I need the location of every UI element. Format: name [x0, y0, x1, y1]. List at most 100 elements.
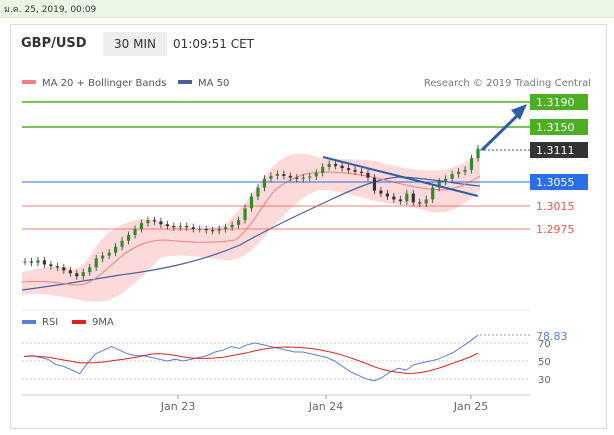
- candle-body: [68, 270, 72, 274]
- candle-body: [398, 199, 402, 202]
- ma50-legend-label: MA 50: [198, 78, 229, 89]
- rsi-tick-30: 30: [538, 375, 551, 386]
- ma50-legend-swatch: [178, 80, 192, 84]
- candle-body: [172, 226, 176, 228]
- price-label-current: 1.3111: [530, 142, 588, 158]
- candle-body: [120, 240, 124, 247]
- svg-text:1.3111: 1.3111: [536, 144, 575, 157]
- candle-body: [366, 172, 370, 178]
- ma20-line: [21, 171, 481, 286]
- candle-body: [372, 177, 377, 191]
- timeframe-button[interactable]: 30 MIN: [103, 32, 167, 56]
- candle-body: [224, 227, 228, 229]
- rsi-legend-swatch: [22, 320, 36, 324]
- candle-body: [340, 165, 344, 169]
- chart-time: 01:09:51 CET: [173, 37, 254, 51]
- candle-body: [269, 175, 273, 179]
- candle-body: [29, 261, 34, 263]
- price-label-4: 1.3055: [530, 174, 588, 190]
- candle-body: [411, 193, 415, 203]
- candle-body: [424, 199, 428, 204]
- trend-line: [322, 156, 479, 197]
- x-label-jan24: Jan 24: [308, 400, 343, 413]
- rsi-ma-line: [23, 346, 479, 374]
- candle-body: [385, 193, 389, 197]
- candle-body: [204, 229, 208, 231]
- candle-body: [159, 221, 163, 225]
- candle-body: [191, 227, 195, 229]
- rsi-ma-legend-swatch: [72, 320, 86, 324]
- candle-body: [327, 164, 331, 167]
- candle-body: [88, 267, 92, 273]
- candle-body: [249, 196, 254, 209]
- candle-body: [418, 202, 422, 204]
- candle-body: [152, 220, 157, 222]
- candle-body: [94, 258, 98, 268]
- candle-body: [405, 193, 409, 202]
- candle-body: [456, 171, 461, 175]
- candle-body: [392, 196, 396, 200]
- candle-body: [81, 272, 85, 277]
- candle-body: [334, 164, 338, 166]
- ma20-legend-label: MA 20 + Bollinger Bands: [42, 78, 166, 89]
- x-label-jan23: Jan 23: [160, 400, 195, 413]
- candle-body: [295, 177, 299, 179]
- candle-body: [139, 223, 144, 229]
- candle-body: [275, 174, 279, 176]
- candle-body: [198, 229, 202, 230]
- candle-body: [243, 208, 247, 221]
- candle-body: [185, 226, 189, 228]
- candle-body: [379, 190, 383, 194]
- candle-body: [353, 169, 357, 172]
- candle-body: [288, 175, 292, 178]
- candle-body: [107, 252, 111, 256]
- price-label-6: 1.2975: [536, 223, 575, 236]
- candle-body: [211, 230, 215, 232]
- candle-body: [165, 224, 169, 227]
- candle-body: [308, 176, 312, 178]
- candle-body: [256, 187, 260, 197]
- candle-body: [126, 234, 131, 241]
- candle-body: [133, 229, 137, 235]
- rsi-current-value: 78.83: [536, 330, 568, 343]
- candle-body: [49, 264, 53, 267]
- top-bar: ม.ค. 25, 2019, 00:09: [0, 0, 614, 18]
- candle-body: [42, 260, 47, 265]
- candle-body: [346, 168, 351, 170]
- candle-body: [114, 246, 118, 253]
- candle-body: [444, 178, 448, 182]
- candle-body: [101, 255, 105, 259]
- price-label-1: 1.3190: [530, 94, 588, 110]
- candle-body: [282, 174, 286, 176]
- forecast-arrow-head: [511, 104, 527, 120]
- bollinger-band: [22, 153, 480, 302]
- candle-body: [476, 148, 480, 159]
- candle-body: [463, 169, 467, 172]
- rsi-tick-70: 70: [538, 339, 551, 350]
- candle-body: [469, 158, 474, 170]
- candle-body: [450, 174, 454, 179]
- candle-body: [437, 181, 441, 188]
- candle-body: [146, 220, 150, 224]
- ma20-legend-swatch: [22, 80, 36, 84]
- candle-body: [217, 229, 221, 231]
- candle-body: [321, 166, 325, 173]
- candle-body: [314, 172, 318, 177]
- credit-text: Research © 2019 Trading Central: [424, 78, 591, 89]
- candle-body: [359, 171, 364, 173]
- currency-pair: GBP/USD: [21, 36, 87, 51]
- candle-body: [36, 260, 40, 263]
- candle-body: [75, 273, 79, 277]
- svg-text:1.3190: 1.3190: [536, 96, 575, 109]
- price-label-2: 1.3150: [530, 119, 588, 135]
- candle-body: [62, 267, 66, 271]
- rsi-legend-label: RSI: [42, 317, 58, 328]
- candle-body: [431, 187, 435, 200]
- candle-body: [178, 226, 182, 228]
- rsi-line: [23, 334, 479, 382]
- candle-body: [55, 266, 59, 268]
- candle-body: [262, 178, 267, 188]
- rsi-ma-legend-label: 9MA: [92, 317, 114, 328]
- price-label-5: 1.3015: [536, 200, 575, 213]
- candle-body: [236, 220, 241, 225]
